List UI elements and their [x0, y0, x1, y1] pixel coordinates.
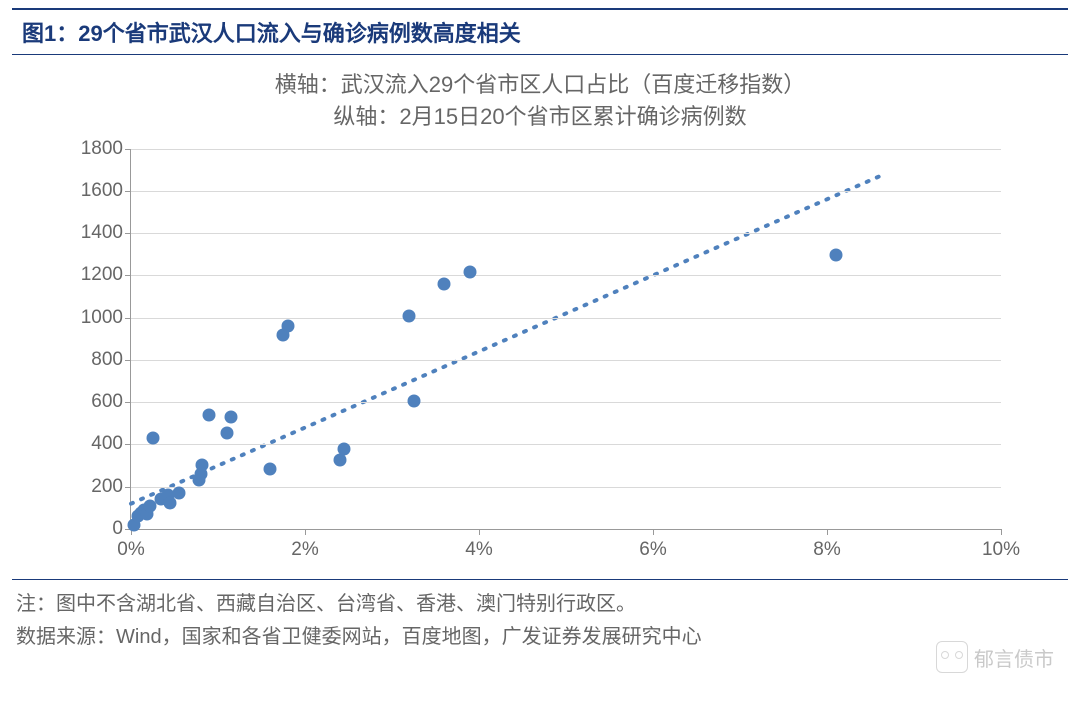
x-axis-label: 6%	[639, 539, 666, 561]
data-point	[333, 454, 346, 467]
y-axis-label: 1200	[81, 264, 123, 286]
subtitle-line-1: 横轴：武汉流入29个省市区人口占比（百度迁移指数）	[0, 69, 1080, 101]
x-tick	[305, 529, 306, 535]
y-tick	[125, 487, 131, 488]
x-axis-label: 8%	[813, 539, 840, 561]
plot-area: 0200400600800100012001400160018000%2%4%6…	[130, 149, 1001, 530]
source-text: 数据来源：Wind，国家和各省卫健委网站，百度地图，广发证券发展研究中心	[16, 621, 1064, 654]
gridline	[131, 233, 1001, 234]
y-axis-label: 800	[91, 349, 123, 371]
watermark-text: 郁言债市	[974, 643, 1054, 672]
data-point	[464, 266, 477, 279]
y-tick	[125, 318, 131, 319]
subtitle-line-2: 纵轴：2月15日20个省市区累计确诊病例数	[0, 101, 1080, 133]
y-axis-label: 1000	[81, 307, 123, 329]
y-tick	[125, 444, 131, 445]
x-tick	[1001, 529, 1002, 535]
x-axis-label: 0%	[117, 539, 144, 561]
gridline	[131, 275, 1001, 276]
data-point	[338, 442, 351, 455]
data-point	[203, 408, 216, 421]
data-point	[220, 426, 233, 439]
gridline	[131, 444, 1001, 445]
data-point	[172, 486, 185, 499]
y-tick	[125, 275, 131, 276]
x-tick	[827, 529, 828, 535]
data-point	[146, 432, 159, 445]
y-tick	[125, 191, 131, 192]
x-axis-label: 10%	[982, 539, 1020, 561]
wechat-icon	[936, 641, 968, 673]
figure-title: 图1：29个省市武汉人口流入与确诊病例数高度相关	[22, 21, 521, 46]
y-axis-label: 1600	[81, 180, 123, 202]
x-axis-label: 2%	[291, 539, 318, 561]
data-point	[264, 462, 277, 475]
data-point	[164, 497, 177, 510]
x-tick	[653, 529, 654, 535]
chart-subtitle: 横轴：武汉流入29个省市区人口占比（百度迁移指数） 纵轴：2月15日20个省市区…	[0, 69, 1080, 133]
y-tick	[125, 360, 131, 361]
x-tick	[479, 529, 480, 535]
figure-footer: 注：图中不含湖北省、西藏自治区、台湾省、香港、澳门特别行政区。 数据来源：Win…	[12, 579, 1068, 654]
y-tick	[125, 233, 131, 234]
footnote-text: 注：图中不含湖北省、西藏自治区、台湾省、香港、澳门特别行政区。	[16, 588, 1064, 621]
gridline	[131, 487, 1001, 488]
data-point	[407, 395, 420, 408]
trendline	[131, 149, 1001, 529]
y-axis-label: 400	[91, 433, 123, 455]
gridline	[131, 318, 1001, 319]
data-point	[225, 410, 238, 423]
y-axis-label: 1400	[81, 222, 123, 244]
gridline	[131, 191, 1001, 192]
gridline	[131, 402, 1001, 403]
y-axis-label: 1800	[81, 138, 123, 160]
figure-title-bar: 图1：29个省市武汉人口流入与确诊病例数高度相关	[12, 8, 1068, 55]
data-point	[829, 249, 842, 262]
y-tick	[125, 402, 131, 403]
watermark: 郁言债市	[936, 641, 1054, 673]
y-axis-label: 600	[91, 391, 123, 413]
data-point	[403, 309, 416, 322]
gridline	[131, 149, 1001, 150]
x-axis-label: 4%	[465, 539, 492, 561]
data-point	[281, 320, 294, 333]
gridline	[131, 360, 1001, 361]
y-axis-label: 0	[112, 518, 123, 540]
y-tick	[125, 149, 131, 150]
chart-wrap: 0 200 400 600 800 1000 1200 1400 1600 1800 0% 2% 4% 6…	[40, 139, 1040, 579]
data-point	[438, 277, 451, 290]
data-point	[196, 459, 209, 472]
y-axis-label: 200	[91, 476, 123, 498]
